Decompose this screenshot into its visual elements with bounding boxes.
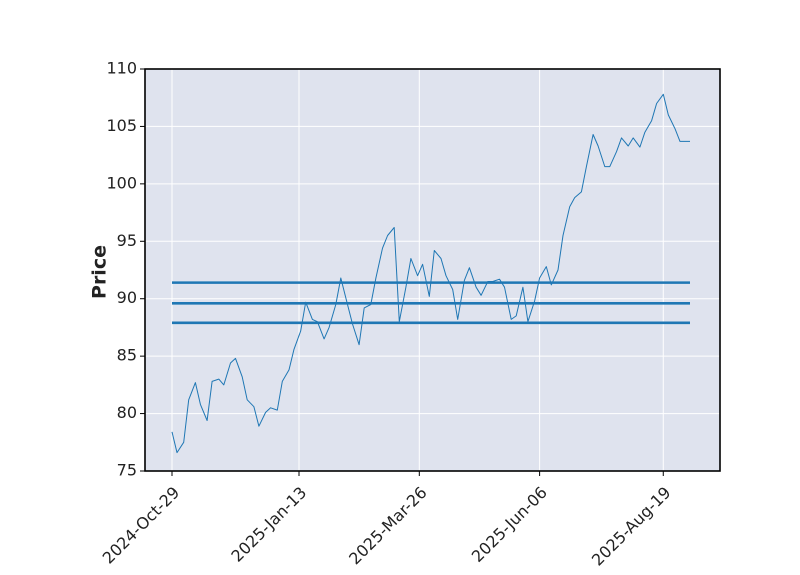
price-line [171,93,690,454]
y-tick-label: 80 [117,403,137,422]
y-tick-label: 95 [117,231,137,250]
y-tick-label: 100 [106,173,137,192]
y-axis-label: Price [89,245,111,299]
x-tick-label: 2024-Oct-29 [99,483,184,568]
plot-frame [144,68,721,472]
x-tick-label: 2025-Aug-19 [588,483,675,570]
x-tick-label: 2025-Jan-13 [227,483,310,566]
y-tick-label: 105 [106,116,137,135]
y-axis-ticks: 75 80 85 90 95 100 105 110 [106,59,145,480]
x-tick-label: 2025-Jun-06 [468,483,551,566]
y-tick-label: 75 [117,461,137,480]
y-tick-label: 90 [117,288,137,307]
x-axis-ticks: 2024-Oct-29 2025-Jan-13 2025-Mar-26 2025-Ju… [99,471,675,570]
x-tick-label: 2025-Mar-26 [345,483,430,568]
y-tick-label: 85 [117,346,137,365]
series-layer [171,93,690,454]
y-tick-label: 110 [106,59,137,78]
